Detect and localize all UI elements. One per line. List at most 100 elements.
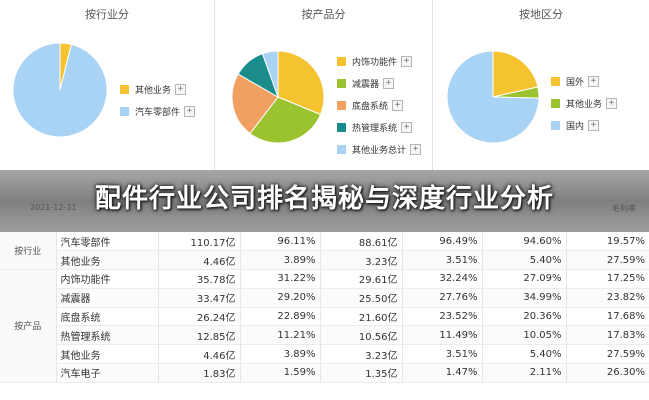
title-banner [0,170,649,232]
value-cell: 21.60亿 [319,307,402,327]
value-cell: 29.61亿 [319,269,402,289]
pie-slice [231,73,279,135]
value-cell: 96.11% [239,232,320,252]
row-name-cell: 热管理系统 [56,325,158,346]
banner-ghost-date: 2021-12-31 [30,203,77,212]
expand-plus-icon[interactable]: + [588,75,600,87]
value-cell: 10.05% [481,325,566,346]
table-row: 热管理系统 12.85亿 11.21% 10.56亿 11.49% 10.05% 17.83… [0,325,649,346]
table-row: 减震器 33.47亿 29.20% 25.50亿 27.76% 34.99% 23.82% [0,288,649,308]
legend-label: 内饰功能件 [352,57,398,68]
value-cell: 31.22% [239,269,320,289]
industry-pie-panel: 按行业分 其他业务 + 汽车零部件 + [0,0,214,172]
row-name-cell: 其他业务 [56,250,158,271]
value-cell: 32.24% [401,269,482,289]
value-cell: 20.36% [481,307,566,327]
table-row: 其他业务 4.46亿 3.89% 3.23亿 3.51% 5.40% 27.59% [0,250,649,271]
table-row: 按行业 汽车零部件 110.17亿 96.11% 88.61亿 96.49% 94.60% 1… [0,232,649,271]
region-pie-title: 按地区分 [519,8,563,21]
expand-plus-icon[interactable]: + [410,143,422,155]
value-cell: 4.46亿 [157,344,240,365]
pie-slice [249,96,322,144]
row-name-cell: 减震器 [56,288,158,308]
pie-slice [492,50,539,98]
value-cell: 35.78亿 [157,269,240,289]
value-cell: 19.57% [565,232,649,252]
expand-plus-icon[interactable]: + [184,105,196,117]
product-pie-chart [231,50,325,144]
value-cell: 34.99% [481,288,566,308]
product-pie-panel: 按产品分 内饰功能件 + 减震器 + 底盘系统 + 热管理系统 + 其他业务总计 + [215,0,432,172]
legend-label: 国外 [566,77,585,88]
value-cell: 1.59% [239,363,320,383]
industry-pie-legend: 其他业务 + 汽车零部件 + [120,78,196,122]
row-name-cell: 汽车电子 [56,363,158,383]
group-label: 按行业 [0,232,57,271]
value-cell: 3.51% [401,250,482,271]
value-cell: 4.46亿 [157,250,240,271]
legend-item: 汽车零部件 + [120,100,196,122]
value-cell: 17.68% [565,307,649,327]
table-row: 按产品 内饰功能件 35.78亿 31.22% 29.61亿 32.24% 27.09% 17… [0,269,649,383]
value-cell: 12.85亿 [157,325,240,346]
row-name-cell: 其他业务 [56,344,158,365]
legend-swatch [337,78,346,88]
legend-label: 其他业务总计 [352,145,407,156]
expand-plus-icon[interactable]: + [401,121,413,133]
legend-label: 减震器 [352,79,380,90]
pie-slice [446,50,540,144]
pie-slice [261,50,279,98]
panel-divider [432,0,433,172]
expand-plus-icon[interactable]: + [175,83,187,95]
legend-swatch [120,106,129,116]
row-name-cell: 底盘系统 [56,307,158,327]
pie-slice [12,42,108,138]
value-cell: 17.83% [565,325,649,346]
expand-plus-icon[interactable]: + [392,99,404,111]
value-cell: 3.23亿 [319,250,402,271]
expand-plus-icon[interactable]: + [588,119,600,131]
legend-swatch [337,100,346,110]
value-cell: 11.49% [401,325,482,346]
legend-label: 其他业务 [135,85,172,96]
value-cell: 29.20% [239,288,320,308]
expand-plus-icon[interactable]: + [606,97,618,109]
value-cell: 3.89% [239,250,320,271]
value-cell: 96.49% [401,232,482,252]
legend-item: 国内 + [551,114,617,136]
legend-item: 其他业务 + [120,78,195,100]
value-cell: 3.51% [401,344,482,365]
row-name-cell: 汽车零部件 [56,232,158,252]
value-cell: 94.60% [481,232,566,252]
value-cell: 10.56亿 [319,325,402,346]
product-pie-legend: 内饰功能件 + 减震器 + 底盘系统 + 热管理系统 + 其他业务总计 + [337,50,422,160]
value-cell: 2.11% [481,363,566,383]
table-row: 汽车电子 1.83亿 1.59% 1.35亿 1.47% 2.11% 26.30% [0,363,649,383]
pie-slice [277,50,325,116]
row-name-cell: 内饰功能件 [56,269,158,289]
banner-ghost-header: 毛利率 [612,204,636,213]
expand-plus-icon[interactable]: + [383,77,395,89]
product-pie-title: 按产品分 [301,8,346,21]
value-cell: 27.59% [565,344,649,365]
value-cell: 88.61亿 [319,232,402,252]
value-cell: 27.09% [481,269,566,289]
value-cell: 1.83亿 [157,363,240,383]
value-cell: 5.40% [481,344,566,365]
table-row: 底盘系统 26.24亿 22.89% 21.60亿 23.52% 20.36% 17.68% [0,307,649,327]
pie-charts-area: 按行业分 其他业务 + 汽车零部件 + 按产品分 内饰功能件 + 减震器 + 底盘系统 + 热管理… [0,0,649,172]
value-cell: 22.89% [239,307,320,327]
legend-swatch [337,56,346,66]
panel-divider [214,0,215,172]
value-cell: 23.82% [565,288,649,308]
expand-plus-icon[interactable]: + [401,55,413,67]
legend-swatch [337,122,346,132]
legend-item: 其他业务总计 + [337,138,422,160]
legend-label: 汽车零部件 [135,107,181,118]
legend-label: 热管理系统 [352,123,398,134]
legend-label: 国内 [566,121,585,132]
banner-title: 配件行业公司排名揭秘与深度行业分析 [94,184,554,214]
legend-item: 热管理系统 + [337,116,421,138]
value-cell: 26.30% [565,363,649,383]
legend-swatch [551,120,560,130]
